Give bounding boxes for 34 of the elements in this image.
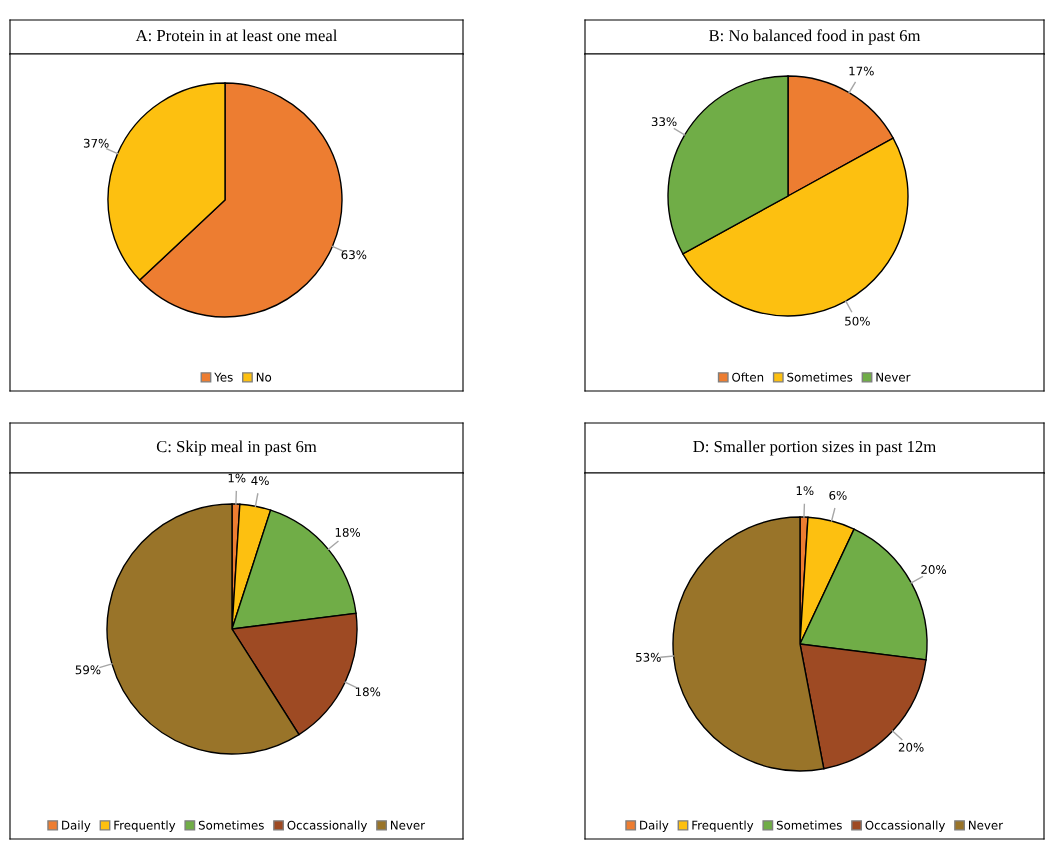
legend-label: Often — [732, 372, 764, 382]
data-label: 20% — [898, 742, 924, 752]
legend-label: Daily — [640, 820, 669, 832]
data-label: 33% — [651, 117, 677, 127]
data-label: 63% — [341, 250, 367, 260]
legend-label: Never — [968, 820, 1004, 830]
data-label: 6% — [829, 490, 847, 500]
chart-title: C: Skip meal in past 6m — [156, 440, 317, 456]
data-label: 1% — [228, 473, 246, 483]
legend-label: Frequently — [114, 820, 176, 832]
data-label: 17% — [849, 66, 874, 76]
data-label: 1% — [796, 486, 814, 496]
legend-label: Sometimes — [776, 820, 842, 830]
legend-label: Daily — [62, 820, 91, 832]
data-label: 37% — [83, 138, 109, 148]
data-label: 53% — [636, 652, 661, 662]
legend-label: Yes — [214, 372, 233, 382]
legend-label: Never — [876, 372, 911, 382]
data-label: 59% — [75, 665, 101, 675]
legend-label: Sometimes — [787, 372, 853, 382]
legend-label: Occassionally — [865, 820, 946, 832]
legend-label: Occassionally — [287, 820, 368, 832]
data-label: 18% — [335, 527, 361, 537]
data-label: 20% — [921, 565, 947, 575]
legend-label: Frequently — [692, 820, 754, 832]
data-label: 4% — [251, 476, 269, 486]
chart-title: A: Protein in at least one meal — [135, 29, 338, 42]
chart-title: D: Smaller portion sizes in past 12m — [693, 440, 936, 456]
chart-title: B: No balanced food in past 6m — [708, 29, 921, 45]
data-label: 50% — [845, 316, 870, 326]
legend-label: Sometimes — [198, 820, 264, 830]
legend-label: No — [256, 372, 272, 382]
legend-label: Never — [390, 820, 426, 830]
data-label: 18% — [355, 687, 381, 697]
